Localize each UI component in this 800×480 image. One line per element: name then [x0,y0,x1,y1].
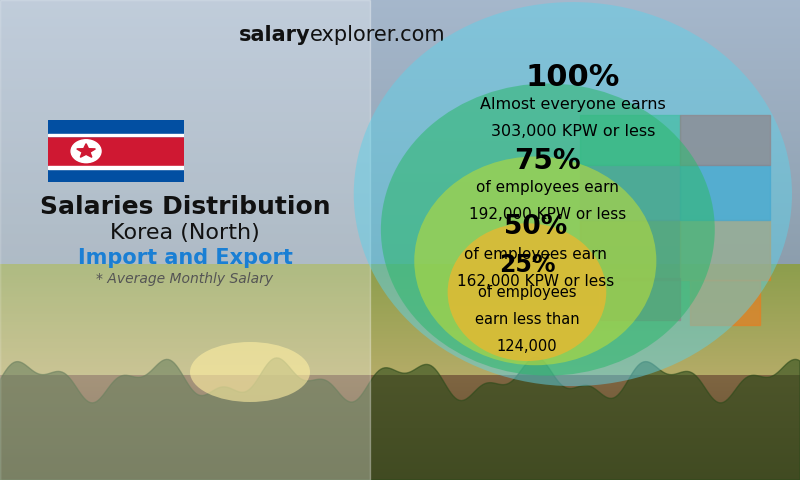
Bar [48,136,184,167]
Text: explorer.com: explorer.com [310,25,446,45]
Bar [48,133,184,136]
Text: 50%: 50% [504,215,567,240]
Text: Almost everyone earns: Almost everyone earns [480,97,666,112]
Circle shape [71,140,101,163]
Ellipse shape [354,2,792,386]
Text: 75%: 75% [514,147,581,175]
Text: of employees earn: of employees earn [476,180,619,195]
Bar [680,165,770,220]
Text: 303,000 KPW or less: 303,000 KPW or less [490,124,655,139]
Text: * Average Monthly Salary: * Average Monthly Salary [97,272,274,286]
Text: of employees earn: of employees earn [464,247,606,262]
Bar [580,165,680,220]
Bar [0,0,370,480]
Text: 25%: 25% [498,253,555,277]
Text: Korea (North): Korea (North) [110,223,260,243]
Text: 162,000 KPW or less: 162,000 KPW or less [457,274,614,289]
Ellipse shape [448,223,606,361]
Bar [48,120,184,136]
Text: 192,000 KPW or less: 192,000 KPW or less [470,207,626,222]
Text: 124,000: 124,000 [497,339,558,354]
Bar [580,115,680,165]
Bar [690,280,760,325]
Text: Import and Export: Import and Export [78,248,293,268]
Bar [48,166,184,169]
Text: Salaries Distribution: Salaries Distribution [40,195,330,219]
Bar [680,115,770,165]
Ellipse shape [190,342,310,402]
Text: salary: salary [238,25,310,45]
Polygon shape [77,144,95,157]
Bar [600,278,680,320]
Ellipse shape [381,84,714,376]
Text: of employees: of employees [478,285,576,300]
Bar [580,220,680,280]
Bar [48,167,184,182]
Ellipse shape [414,156,656,365]
Bar [680,220,770,280]
Text: 100%: 100% [526,63,620,92]
Text: earn less than: earn less than [474,312,579,327]
